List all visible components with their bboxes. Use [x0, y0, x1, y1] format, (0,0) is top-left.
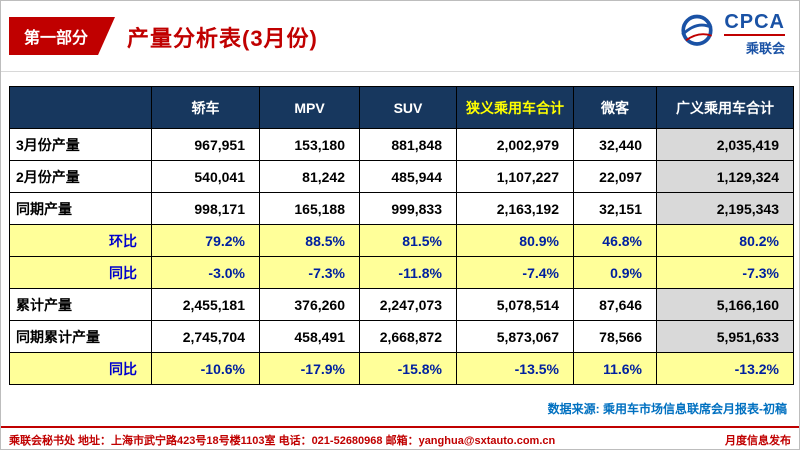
- cell-value: 165,188: [259, 192, 360, 225]
- logo-name: CPCA: [724, 11, 785, 33]
- column-header: 广义乘用车合计: [656, 86, 794, 129]
- table-row: 3月份产量 967,951 153,180 881,848 2,002,979 32,44…: [9, 128, 794, 161]
- cell-value: 376,260: [259, 288, 360, 321]
- table-body: 3月份产量 967,951 153,180 881,848 2,002,979 32,44…: [9, 128, 794, 385]
- table-row: 环比 79.2% 88.5% 81.5% 80.9% 46.8% 80.2%: [9, 224, 794, 257]
- cell-value: 81.5%: [359, 224, 457, 257]
- cell-value: 2,163,192: [456, 192, 574, 225]
- cell-value: 5,951,633: [656, 320, 794, 353]
- cell-value: -13.5%: [456, 352, 574, 385]
- logo-divider: [724, 34, 785, 36]
- cell-value: -3.0%: [151, 256, 260, 289]
- table-row: 同比 -10.6% -17.9% -15.8% -13.5% 11.6% -13.2%: [9, 352, 794, 385]
- cell-value: 998,171: [151, 192, 260, 225]
- cell-value: 2,455,181: [151, 288, 260, 321]
- column-header: 微客: [573, 86, 657, 129]
- corner-header: [9, 86, 152, 129]
- cell-value: 0.9%: [573, 256, 657, 289]
- cell-value: 5,078,514: [456, 288, 574, 321]
- cell-value: 999,833: [359, 192, 457, 225]
- cell-value: 22,097: [573, 160, 657, 193]
- release-label: 月度信息发布: [725, 435, 791, 447]
- row-label: 同比: [9, 256, 152, 289]
- cell-value: 11.6%: [573, 352, 657, 385]
- cell-value: 32,440: [573, 128, 657, 161]
- cell-value: -10.6%: [151, 352, 260, 385]
- table-row: 同期累计产量 2,745,704 458,491 2,668,872 5,873,067…: [9, 320, 794, 353]
- cell-value: -7.4%: [456, 256, 574, 289]
- column-header: MPV: [259, 86, 360, 129]
- cell-value: 540,041: [151, 160, 260, 193]
- row-label: 累计产量: [9, 288, 152, 321]
- cell-value: 79.2%: [151, 224, 260, 257]
- contact-info: 乘联会秘书处 地址：上海市武宁路423号18号楼1103室 电话：021-526…: [9, 435, 556, 447]
- cell-value: -7.3%: [656, 256, 794, 289]
- cell-value: 2,745,704: [151, 320, 260, 353]
- cell-value: 485,944: [359, 160, 457, 193]
- cell-value: 153,180: [259, 128, 360, 161]
- cell-value: 2,247,073: [359, 288, 457, 321]
- section-badge: 第一部分: [9, 17, 115, 55]
- cell-value: 5,873,067: [456, 320, 574, 353]
- table-header: 轿车 MPV SUV 狭义乘用车合计 微客 广义乘用车合计: [9, 86, 794, 129]
- logo-text: CPCA 乘联会: [724, 11, 785, 57]
- cell-value: -11.8%: [359, 256, 457, 289]
- slide-footer: 乘联会秘书处 地址：上海市武宁路423号18号楼1103室 电话：021-526…: [9, 432, 791, 448]
- cell-value: 2,195,343: [656, 192, 794, 225]
- data-source-note: 数据来源: 乘用车市场信息联席会月报表-初稿: [547, 402, 787, 416]
- table-row: 2月份产量 540,041 81,242 485,944 1,107,227 22,097…: [9, 160, 794, 193]
- cell-value: 78,566: [573, 320, 657, 353]
- header-row: 轿车 MPV SUV 狭义乘用车合计 微客 广义乘用车合计: [9, 86, 794, 129]
- cell-value: 2,668,872: [359, 320, 457, 353]
- row-label: 2月份产量: [9, 160, 152, 193]
- header-divider: [1, 71, 799, 72]
- cell-value: 458,491: [259, 320, 360, 353]
- cell-value: 88.5%: [259, 224, 360, 257]
- cell-value: 2,035,419: [656, 128, 794, 161]
- cell-value: 32,151: [573, 192, 657, 225]
- row-label: 环比: [9, 224, 152, 257]
- cell-value: -13.2%: [656, 352, 794, 385]
- cell-value: 2,002,979: [456, 128, 574, 161]
- cell-value: 87,646: [573, 288, 657, 321]
- footer-divider: [1, 426, 799, 428]
- cell-value: 81,242: [259, 160, 360, 193]
- cell-value: 5,166,160: [656, 288, 794, 321]
- table-row: 累计产量 2,455,181 376,260 2,247,073 5,078,514 87…: [9, 288, 794, 321]
- row-label: 同比: [9, 352, 152, 385]
- cell-value: 80.2%: [656, 224, 794, 257]
- column-header: 轿车: [151, 86, 260, 129]
- cell-value: 80.9%: [456, 224, 574, 257]
- cell-value: 1,107,227: [456, 160, 574, 193]
- row-label: 同期产量: [9, 192, 152, 225]
- page-title: 产量分析表(3月份): [127, 26, 318, 51]
- cell-value: -15.8%: [359, 352, 457, 385]
- table-row: 同期产量 998,171 165,188 999,833 2,163,192 32,151…: [9, 192, 794, 225]
- production-table: 轿车 MPV SUV 狭义乘用车合计 微客 广义乘用车合计 3月份产量 967,951 153…: [9, 86, 794, 385]
- cell-value: -7.3%: [259, 256, 360, 289]
- logo-subtitle: 乘联会: [745, 41, 785, 56]
- column-header: 狭义乘用车合计: [456, 86, 574, 129]
- row-label: 同期累计产量: [9, 320, 152, 353]
- row-label: 3月份产量: [9, 128, 152, 161]
- cpca-logo: CPCA 乘联会: [675, 11, 785, 57]
- table-row: 同比 -3.0% -7.3% -11.8% -7.4% 0.9% -7.3%: [9, 256, 794, 289]
- cpca-logo-icon: [681, 14, 713, 46]
- cell-value: 1,129,324: [656, 160, 794, 193]
- cell-value: -17.9%: [259, 352, 360, 385]
- cell-value: 46.8%: [573, 224, 657, 257]
- cell-value: 967,951: [151, 128, 260, 161]
- cell-value: 881,848: [359, 128, 457, 161]
- column-header: SUV: [359, 86, 457, 129]
